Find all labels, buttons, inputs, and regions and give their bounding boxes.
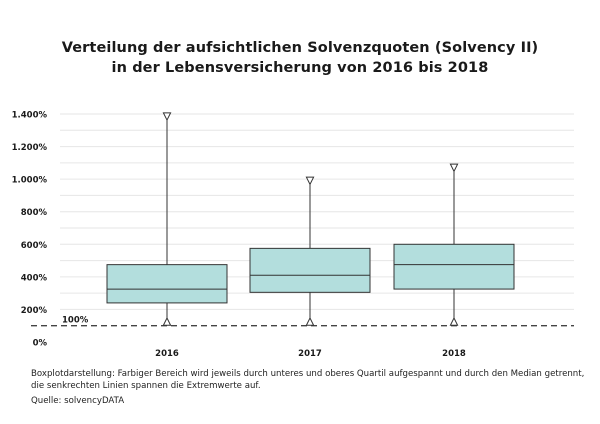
y-tick-label: 400% xyxy=(21,273,48,283)
interquartile-box xyxy=(393,243,515,290)
x-tick-label: 2018 xyxy=(442,349,466,359)
y-tick-label: 600% xyxy=(21,241,48,251)
reference-line-group: 100% xyxy=(31,316,574,327)
box-2017 xyxy=(249,176,371,326)
min-marker xyxy=(162,316,172,326)
x-tick-label: 2017 xyxy=(298,349,322,359)
footnote-line-1: Boxplotdarstellung: Farbiger Bereich wir… xyxy=(31,369,585,379)
y-tick-label: 800% xyxy=(21,208,48,218)
source-note: Quelle: solvencyDATA xyxy=(31,396,125,406)
max-marker xyxy=(305,176,315,186)
footnote-line-2: die senkrechten Linien spannen die Extre… xyxy=(31,381,261,391)
min-marker xyxy=(305,316,315,326)
x-axis-tick-labels: 2016 2017 2018 xyxy=(155,349,466,359)
max-marker xyxy=(449,163,459,173)
boxplot-boxes xyxy=(106,112,515,326)
y-tick-label: 200% xyxy=(21,306,48,316)
max-marker xyxy=(162,112,172,122)
interquartile-box xyxy=(249,247,371,293)
x-tick-label: 2016 xyxy=(155,349,179,359)
chart-title-line-2: in der Lebensversicherung von 2016 bis 2… xyxy=(111,60,489,76)
y-tick-label: 1.000% xyxy=(12,176,48,186)
y-axis-tick-labels: 0% 200% 400% 600% 800% 1.000% 1.200% 1.400% xyxy=(12,111,48,349)
reference-line-label: 100% xyxy=(62,316,89,326)
y-tick-label: 1.400% xyxy=(12,111,48,121)
chart-title-line-1: Verteilung der aufsichtlichen Solvenzquo… xyxy=(61,40,539,56)
y-tick-label: 0% xyxy=(33,339,48,349)
box-2016 xyxy=(106,112,228,326)
min-marker xyxy=(449,316,459,326)
interquartile-box xyxy=(106,264,228,304)
y-tick-label: 1.200% xyxy=(12,143,48,153)
box-2018 xyxy=(393,163,515,326)
